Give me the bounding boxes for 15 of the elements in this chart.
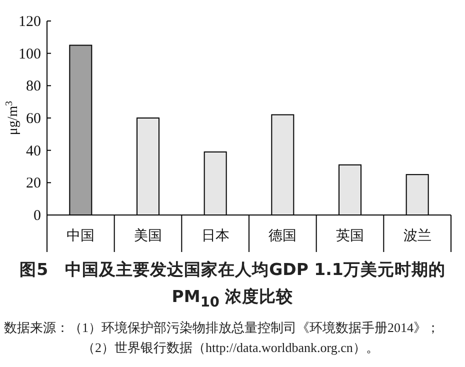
x-tick-label: 日本 xyxy=(201,228,230,244)
x-tick-label: 美国 xyxy=(134,228,162,244)
source-note: 数据来源：（1）环境保护部污染物排放总量控制司《环境数据手册2014》；（2）世界银行数据（http://data.worldbank.org.cn）。 xyxy=(4,319,440,357)
x-tick-label: 中国 xyxy=(66,228,95,244)
y-tick-label: 60 xyxy=(26,111,41,127)
y-tick-label: 40 xyxy=(26,143,41,160)
x-tick-label: 波兰 xyxy=(403,228,432,244)
y-tick-label: 80 xyxy=(26,78,41,95)
y-tick-label: 120 xyxy=(18,14,41,30)
text: 图5 中国及主要发达国家在人均GDP 1.1万美元时期的PM$_{10}$ 浓度比较 xyxy=(18,259,446,312)
x-tick-label: 德国 xyxy=(268,228,297,244)
x-tick-label: 英国 xyxy=(336,228,364,244)
y-tick-label: 20 xyxy=(26,176,41,192)
y-tick-label: 0 xyxy=(34,208,41,224)
y-tick-label: 100 xyxy=(18,46,41,62)
